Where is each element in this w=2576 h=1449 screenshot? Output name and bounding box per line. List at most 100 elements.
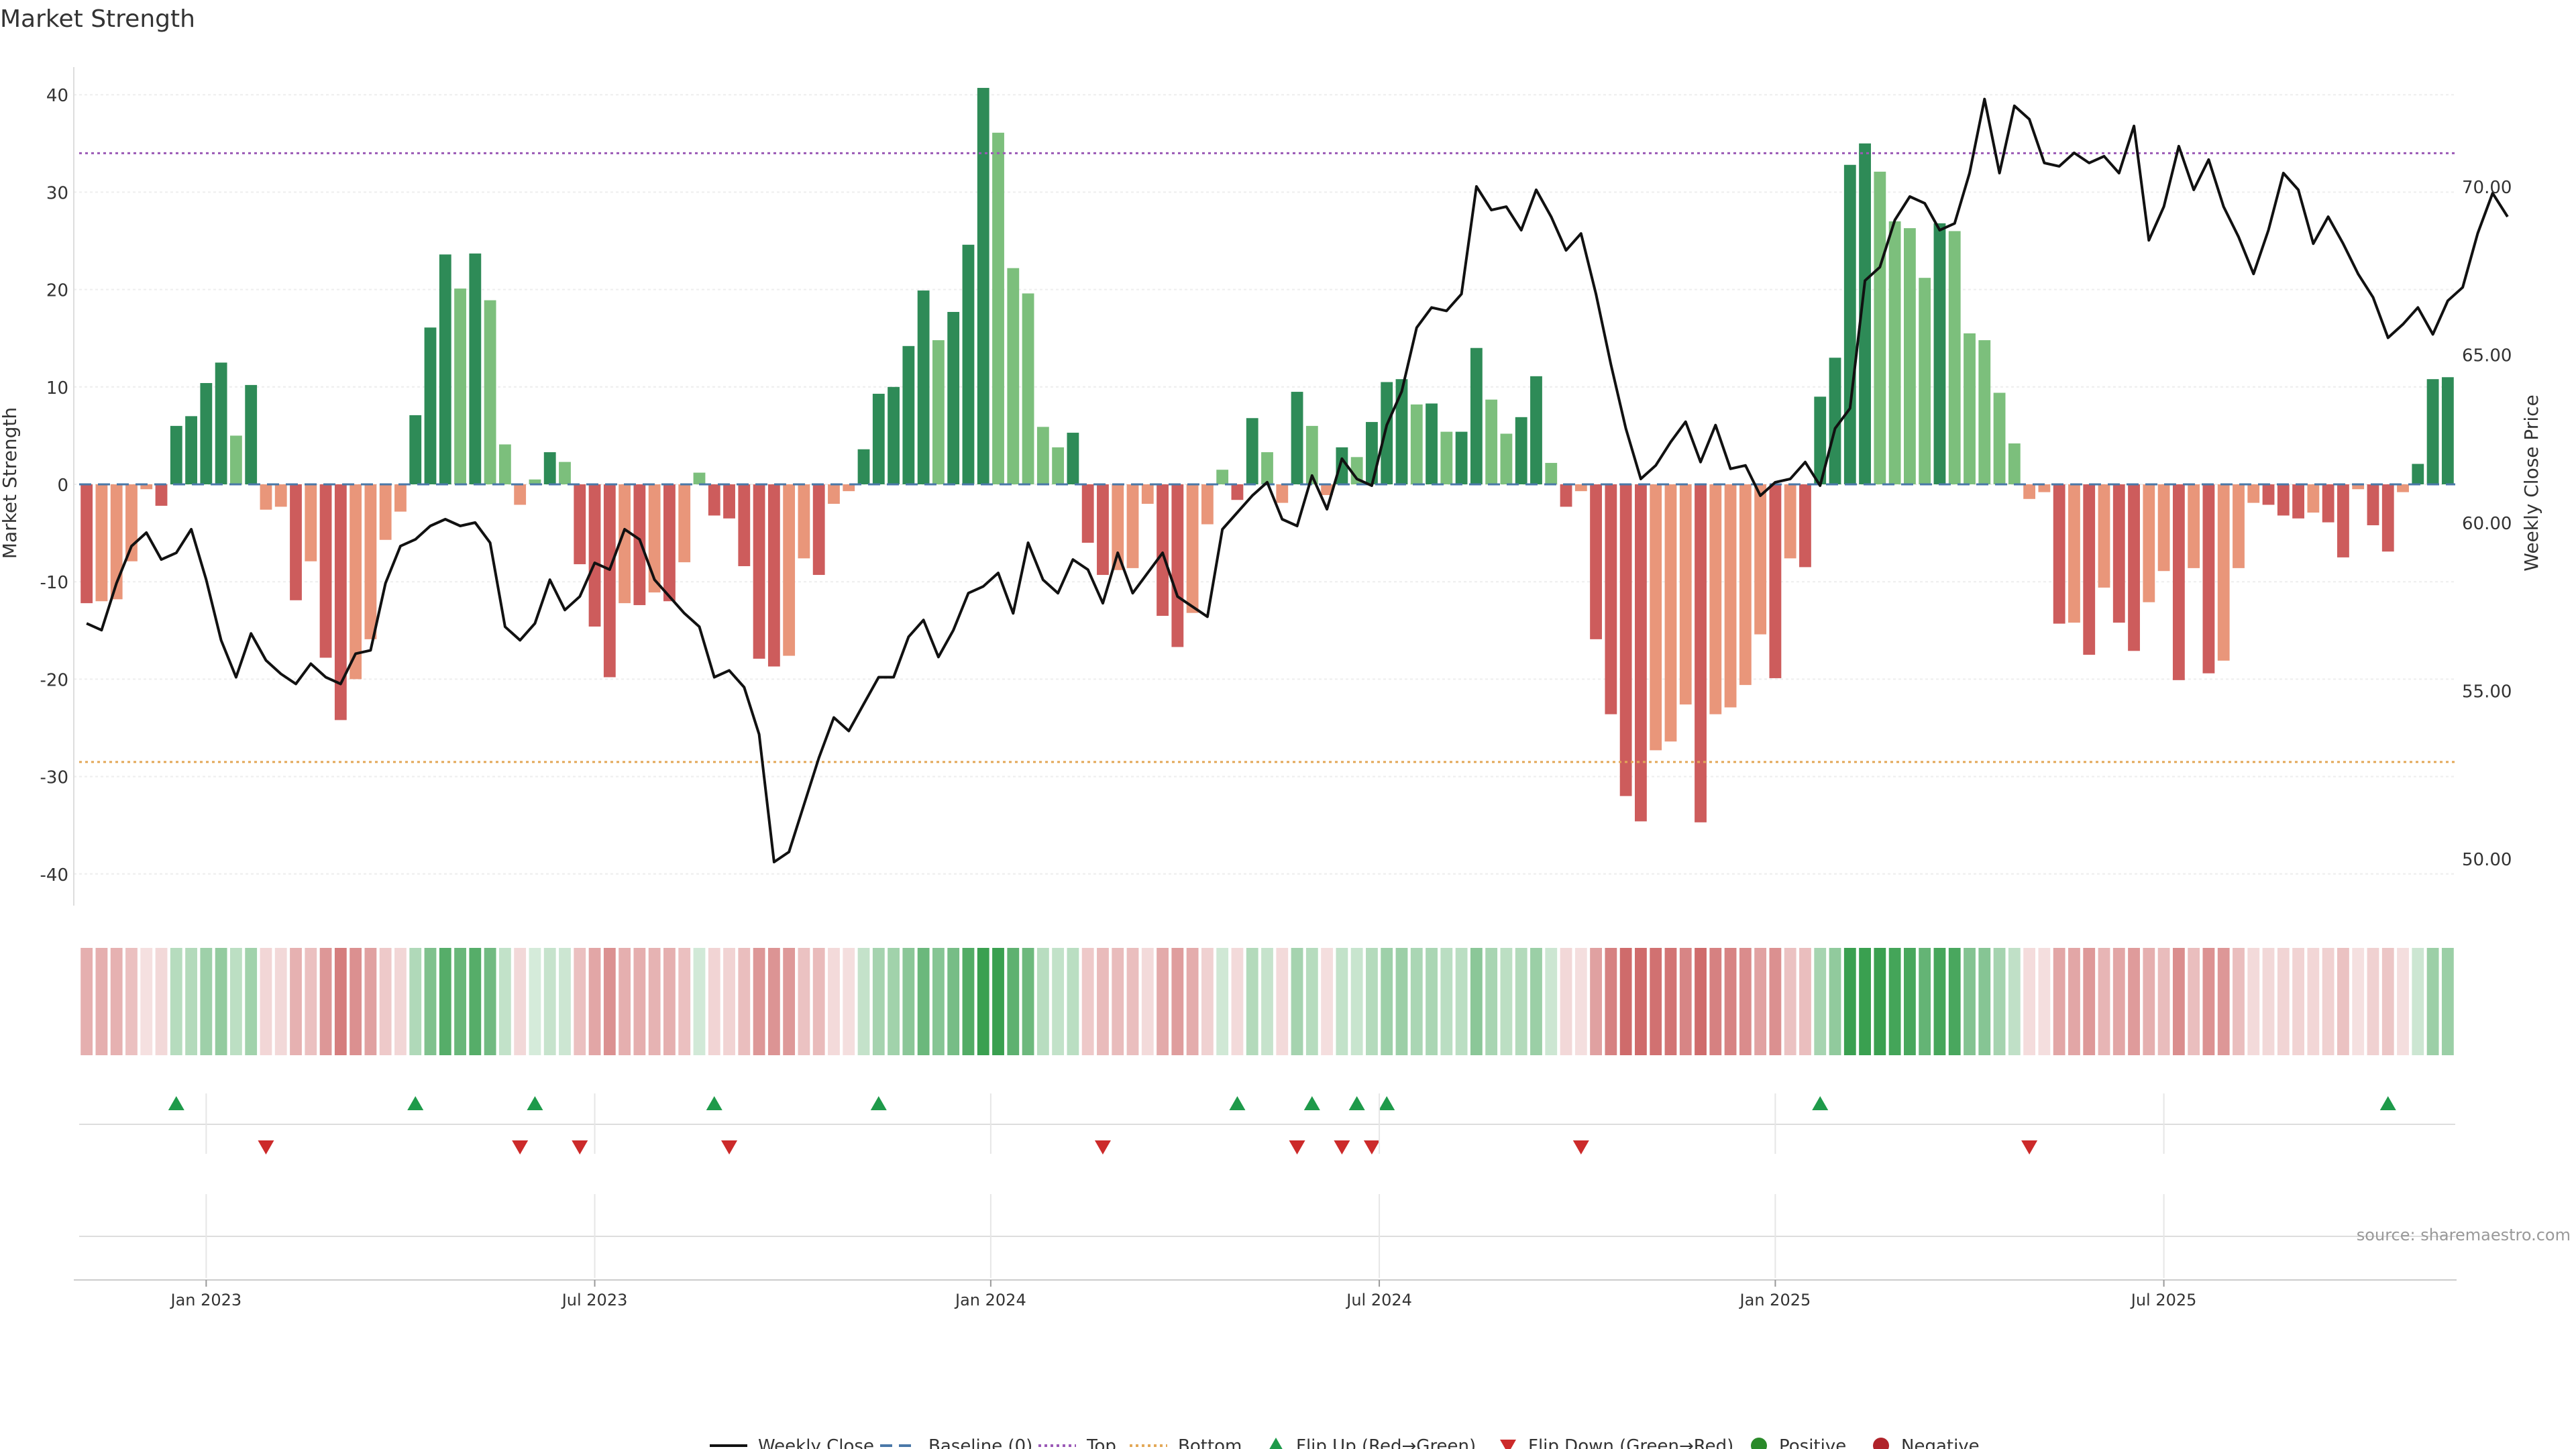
strength-bar — [633, 484, 646, 606]
strength-bar — [1036, 427, 1049, 484]
strip-cell — [2262, 948, 2275, 1055]
strip-cell — [155, 948, 168, 1055]
strip-cell — [1126, 948, 1139, 1055]
strength-bar — [1948, 231, 1961, 484]
strength-bar — [1081, 484, 1094, 543]
flip-up-marker — [2379, 1096, 2396, 1110]
strip-cell — [2426, 948, 2439, 1055]
strength-bar — [1843, 164, 1856, 484]
strength-bar — [170, 425, 182, 484]
strip-cell — [215, 948, 227, 1055]
strength-bar — [394, 484, 407, 512]
strength-bar — [932, 340, 945, 484]
strength-bar — [1964, 333, 1976, 484]
strength-bar — [1126, 484, 1139, 568]
strength-bar — [708, 484, 720, 516]
strength-bar — [274, 484, 287, 507]
strength-bar — [1261, 452, 1273, 484]
strength-bar — [2412, 464, 2424, 484]
strip-cell — [1695, 948, 1707, 1055]
y-tick-label: 10 — [46, 378, 68, 398]
weekly-close-series — [86, 97, 2509, 863]
strength-bar — [2068, 484, 2080, 623]
strength-bar — [1664, 484, 1677, 742]
strip-cell — [857, 948, 870, 1055]
strength-bar — [1560, 484, 1572, 507]
strip-cell — [1799, 948, 1811, 1055]
strip-cell — [334, 948, 347, 1055]
x-tick-label: Jan 2024 — [954, 1291, 1026, 1309]
strip-cell — [738, 948, 751, 1055]
strength-bar — [1276, 484, 1289, 503]
strip-cell — [1366, 948, 1378, 1055]
strength-bar — [2053, 484, 2065, 624]
strength-bar — [648, 484, 661, 593]
strip-cell — [977, 948, 989, 1055]
legend-baseline: Baseline (0) — [880, 1436, 1032, 1449]
strip-cell — [110, 948, 123, 1055]
strength-bar — [1395, 379, 1408, 484]
y2-tick-label: 65.00 — [2462, 346, 2512, 366]
strip-cell — [274, 948, 287, 1055]
strip-cell — [2233, 948, 2245, 1055]
strength-bar — [902, 345, 915, 484]
strip-cell — [1843, 948, 1856, 1055]
strip-cell — [2217, 948, 2230, 1055]
strip-cell — [1619, 948, 1632, 1055]
strength-bar — [693, 472, 706, 484]
strip-cell — [1709, 948, 1722, 1055]
strength-bar — [334, 484, 347, 720]
strength-bar — [1470, 347, 1483, 484]
strip-cell — [2157, 948, 2170, 1055]
source-note: source: sharemaestro.com — [2357, 1226, 2571, 1244]
strip-cell — [1112, 948, 1124, 1055]
strength-bar — [305, 484, 317, 561]
weekly-close-line — [86, 97, 2509, 863]
strength-bar — [1485, 399, 1498, 484]
y-tick-label: -10 — [40, 573, 68, 593]
strength-bar — [1186, 484, 1199, 613]
strip-cell — [783, 948, 796, 1055]
y2-axis-ticks: 70.00 65.00 60.00 55.00 50.00 — [2462, 178, 2512, 870]
strength-bar — [917, 290, 930, 484]
flip-up-marker — [1812, 1096, 1829, 1110]
strength-bar — [2337, 484, 2349, 557]
strip-cell — [2068, 948, 2080, 1055]
chart-title: Market Strength — [0, 5, 195, 33]
strip-cell — [1216, 948, 1229, 1055]
strength-bar — [2381, 484, 2394, 552]
strip-cell — [1276, 948, 1289, 1055]
y-tick-label: 0 — [57, 476, 68, 496]
strength-bar — [1201, 484, 1214, 525]
strength-bar — [229, 435, 242, 484]
strength-bar — [1291, 392, 1303, 484]
strength-bar — [2441, 377, 2454, 484]
strip-cell — [454, 948, 466, 1055]
strip-cell — [2322, 948, 2334, 1055]
legend-label: Weekly Close — [758, 1436, 874, 1449]
strength-bar — [364, 484, 377, 639]
y2-tick-label: 60.00 — [2462, 514, 2512, 534]
strength-bar — [350, 484, 362, 680]
strip-cell — [1530, 948, 1542, 1055]
legend-bottom: Bottom — [1130, 1436, 1242, 1449]
strip-cell — [2023, 948, 2036, 1055]
strength-bar — [215, 362, 227, 484]
strip-cell — [2292, 948, 2305, 1055]
strip-cell — [1305, 948, 1318, 1055]
legend-swatch — [1269, 1438, 1283, 1449]
strength-bar — [1619, 484, 1632, 796]
strip-cell — [260, 948, 272, 1055]
strip-cell — [648, 948, 661, 1055]
strength-bar — [2262, 484, 2275, 505]
strength-bar — [2397, 484, 2409, 492]
strength-bar — [1754, 484, 1767, 635]
strength-bar — [409, 415, 422, 484]
strip-cell — [812, 948, 825, 1055]
strip-cell — [394, 948, 407, 1055]
strip-cell — [1679, 948, 1692, 1055]
strength-bar — [992, 132, 1004, 484]
strength-bar — [798, 484, 810, 559]
strength-bar — [543, 452, 556, 484]
